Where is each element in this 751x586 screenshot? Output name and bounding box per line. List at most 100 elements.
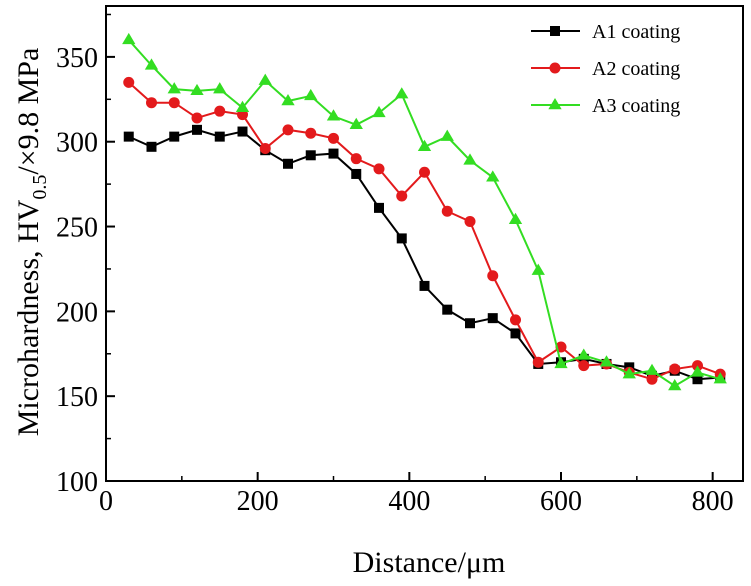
legend-entry: A1 coating [531,21,680,43]
series-3 [122,32,727,391]
data-point [146,97,157,109]
data-point [396,190,408,202]
data-point [508,212,523,224]
data-point [599,355,614,367]
data-point [645,363,659,375]
axes [105,5,744,482]
data-point [350,153,362,165]
y-tick-label: 100 [56,467,98,498]
data-point [487,313,498,324]
y-axis-title-suffix: /×9.8 MPa [12,48,45,175]
data-point [395,87,409,99]
data-point [305,150,316,161]
legend-label: A2 coating [592,58,680,80]
data-point [304,88,318,101]
data-point [510,328,521,339]
data-point [442,304,453,315]
x-tick-label: 400 [388,486,430,517]
data-point [328,148,339,159]
legend-entry: A3 coating [531,95,680,117]
y-axis-title: Microhardness, HV0.5/×9.8 MPa [12,48,51,437]
data-point [167,82,181,94]
data-point [464,215,476,227]
data-point [122,32,136,45]
data-point [281,94,295,106]
data-point [237,126,248,137]
y-tick-label: 250 [56,213,98,244]
data-point [690,365,705,377]
data-point [349,117,363,129]
tick-labels: 0 200 400 600 800 100 150 200 250 300 350 [56,43,734,517]
series-1 [123,124,726,385]
data-point [487,270,499,282]
data-point [554,356,568,369]
legend-marker [549,62,561,74]
legend: A1 coating A2 coating A3 coating [531,21,680,117]
data-point [123,131,134,142]
data-point [282,124,294,136]
data-point [146,141,157,152]
data-point [622,367,636,379]
data-point [326,109,341,121]
legend-marker [550,26,560,36]
x-tick-label: 200 [237,486,279,517]
series-line [128,81,721,381]
x-axis-title: Distance/μm [353,546,506,579]
data-point [305,127,317,139]
data-point [578,360,590,372]
data-point [692,374,703,385]
data-point [419,166,430,178]
data-point [463,153,477,165]
data-point [669,363,681,375]
data-point [419,280,430,291]
data-point [577,348,591,360]
data-point [168,97,180,109]
x-tick-label: 600 [540,486,582,517]
y-tick-label: 350 [56,43,98,74]
data-point [668,379,682,391]
data-point [486,170,500,182]
data-point [123,76,135,88]
legend-marker [548,98,562,110]
data-point [465,318,475,329]
y-tick-label: 200 [56,297,98,328]
data-point [190,83,204,96]
data-point [396,233,407,244]
data-point [169,131,180,142]
plot-frame [105,5,744,482]
data-point [372,105,386,118]
y-axis-title-subscript: 0.5 [29,175,51,200]
data-point [531,263,545,275]
data-point [417,139,432,152]
data-point [214,105,226,117]
data-point [351,168,362,179]
data-point [440,129,454,141]
y-tick-label: 300 [56,128,98,159]
data-point [646,373,658,385]
legend-entry: A2 coating [531,58,680,80]
data-point [283,158,293,169]
y-tick-label: 150 [56,382,98,413]
data-point [214,131,225,142]
data-point [373,163,385,175]
legend-label: A3 coating [592,95,680,117]
data-point [713,372,727,384]
data-point [374,202,384,213]
data-point [258,73,272,85]
data-point [144,58,159,70]
tick-marks [105,13,714,482]
data-point [510,314,521,326]
x-tick-label: 800 [692,486,734,517]
data-point [235,100,250,112]
data-point [191,112,203,124]
data-point [192,124,202,135]
data-point [441,205,453,217]
y-axis-title-prefix: Microhardness, HV [12,199,45,436]
series-group [122,32,727,391]
data-point [259,143,271,154]
data-point [532,356,544,368]
series-2 [123,76,726,385]
legend-label: A1 coating [592,21,680,43]
data-point [328,132,339,144]
